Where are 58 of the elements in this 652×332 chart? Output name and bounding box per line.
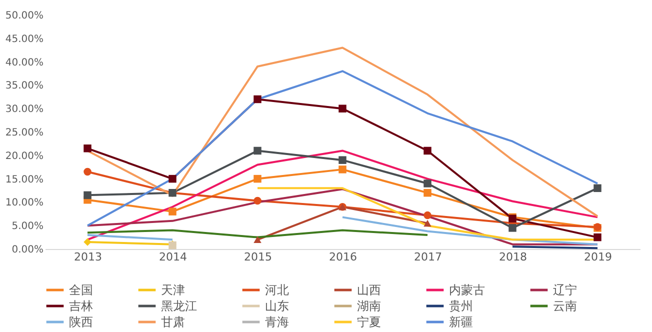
point bbox=[254, 146, 262, 155]
point bbox=[338, 166, 346, 174]
point bbox=[594, 184, 602, 192]
legend-label: 山西 bbox=[357, 283, 381, 297]
y-tick-label: 5.00% bbox=[12, 221, 44, 232]
point bbox=[168, 208, 176, 216]
legend-label: 新疆 bbox=[449, 315, 473, 329]
x-tick-label: 2018 bbox=[499, 250, 527, 264]
point bbox=[424, 146, 432, 155]
point bbox=[338, 156, 346, 164]
y-tick-label: 35.00% bbox=[5, 80, 44, 92]
legend-label: 辽宁 bbox=[553, 283, 577, 297]
y-tick-label: 10.00% bbox=[5, 198, 44, 209]
x-tick-label: 2015 bbox=[244, 250, 272, 264]
legend-label: 山东 bbox=[265, 299, 289, 313]
legend-label: 黑龙江 bbox=[161, 299, 197, 313]
legend-label: 云南 bbox=[553, 299, 577, 313]
point bbox=[508, 224, 516, 232]
point bbox=[424, 180, 432, 188]
point bbox=[84, 168, 92, 176]
y-tick-label: 50.00% bbox=[5, 10, 44, 22]
legend-label: 甘肃 bbox=[161, 315, 185, 329]
legend-label: 陕西 bbox=[69, 315, 93, 329]
y-tick-label: 45.00% bbox=[5, 34, 44, 45]
x-tick-label: 2014 bbox=[159, 250, 187, 264]
legend-label: 贵州 bbox=[449, 299, 473, 313]
y-tick-label: 15.00% bbox=[5, 174, 44, 186]
point bbox=[338, 104, 346, 112]
point bbox=[424, 211, 432, 220]
point bbox=[254, 196, 262, 205]
point bbox=[84, 144, 92, 152]
y-tick-label: 25.00% bbox=[5, 128, 44, 138]
point bbox=[84, 238, 92, 246]
x-tick-label: 2019 bbox=[584, 250, 612, 264]
legend-label: 宁夏 bbox=[357, 315, 381, 329]
x-tick-label: 2016 bbox=[329, 250, 357, 264]
y-tick-label: 30.00% bbox=[5, 104, 44, 116]
x-tick-label: 2017 bbox=[414, 250, 442, 264]
x-tick-label: 2013 bbox=[74, 250, 102, 264]
legend-label: 全国 bbox=[69, 283, 93, 297]
point bbox=[254, 174, 262, 183]
point bbox=[594, 233, 602, 242]
legend-label: 内蒙古 bbox=[449, 283, 485, 297]
line-series bbox=[86, 188, 598, 246]
point bbox=[254, 95, 262, 104]
point bbox=[254, 236, 262, 243]
legend-label: 青海 bbox=[265, 315, 289, 329]
legend-label: 河北 bbox=[265, 283, 289, 297]
point bbox=[424, 220, 432, 227]
point bbox=[424, 188, 432, 197]
y-tick-label: 0.00% bbox=[12, 244, 44, 256]
legend-label: 吉林 bbox=[69, 299, 93, 313]
point bbox=[84, 191, 92, 200]
point bbox=[168, 174, 176, 183]
y-tick-label: 40.00% bbox=[5, 57, 44, 68]
legend-label: 湖南 bbox=[357, 299, 381, 313]
legend-label: 天津 bbox=[161, 283, 185, 297]
y-tick-label: 20.00% bbox=[5, 150, 44, 162]
